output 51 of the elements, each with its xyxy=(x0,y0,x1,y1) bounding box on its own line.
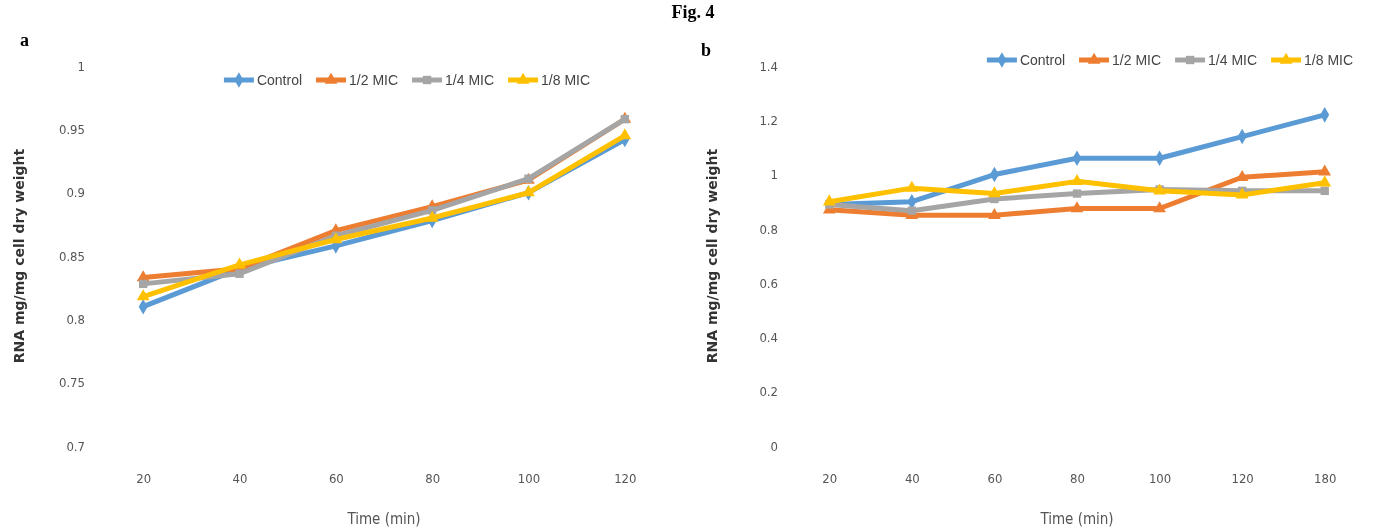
x-tick-label: 20 xyxy=(822,471,838,487)
y-tick-label: 1.2 xyxy=(759,112,778,128)
x-tick-label: 80 xyxy=(1070,471,1085,487)
x-tick-label: 40 xyxy=(232,471,248,487)
y-tick-label: 0.2 xyxy=(759,384,778,400)
x-tick-label: 20 xyxy=(136,471,152,487)
y-tick-label: 0.75 xyxy=(58,375,85,391)
x-tick-label: 100 xyxy=(517,471,541,487)
x-tick-label: 60 xyxy=(328,471,344,487)
y-tick-label: 0.95 xyxy=(58,121,85,137)
point xyxy=(620,115,630,124)
y-tick-label: 0.85 xyxy=(58,248,85,264)
point xyxy=(522,185,535,197)
x-tick-label: 40 xyxy=(904,471,920,487)
x-tick-label: 180 xyxy=(1314,471,1337,487)
legend-label: 1/4 MIC xyxy=(1208,52,1258,68)
legend-label: Control xyxy=(256,72,303,88)
legend-label: 1/4 MIC xyxy=(445,72,495,88)
point xyxy=(138,279,148,289)
point xyxy=(618,128,632,140)
y-tick-label: 0 xyxy=(770,438,778,454)
y-tick-label: 1.4 xyxy=(759,58,778,74)
y-tick-label: 0.9 xyxy=(66,185,85,201)
legend-label: 1/2 MIC xyxy=(1112,52,1162,68)
y-tick-label: 1 xyxy=(770,167,778,183)
y-tick-label: 0.8 xyxy=(759,221,778,237)
x-tick-label: 120 xyxy=(1231,471,1254,487)
legend-label: 1/8 MIC xyxy=(1304,52,1354,68)
point xyxy=(425,210,439,222)
x-tick-label: 100 xyxy=(1148,471,1172,487)
x-tick-label: 120 xyxy=(614,471,637,487)
point xyxy=(235,269,244,278)
x-tick-label: 60 xyxy=(987,471,1003,487)
point xyxy=(329,232,343,244)
x-axis-title: Time (min) xyxy=(1039,510,1114,528)
caption: Fig. 4 xyxy=(670,2,716,23)
x-axis-title: Time (min) xyxy=(346,510,421,528)
y-tick-label: 0.7 xyxy=(66,438,85,454)
y-tick-label: 0.8 xyxy=(66,311,85,327)
y-tick-label: 0.4 xyxy=(759,330,778,346)
chart-title: a xyxy=(20,30,29,50)
chart-title: b xyxy=(701,40,712,60)
y-tick-label: 1 xyxy=(77,58,85,74)
x-tick-label: 80 xyxy=(425,471,441,487)
legend-label: Control xyxy=(1019,52,1066,68)
legend-label: 1/8 MIC xyxy=(541,72,591,88)
point xyxy=(136,289,150,301)
legend-label: 1/2 MIC xyxy=(349,72,399,88)
y-tick-label: 0.6 xyxy=(759,275,778,291)
y-axis-title: RNA mg/mg cell dry weight xyxy=(11,148,27,364)
y-axis-title: RNA mg/mg cell dry weight xyxy=(704,148,720,364)
